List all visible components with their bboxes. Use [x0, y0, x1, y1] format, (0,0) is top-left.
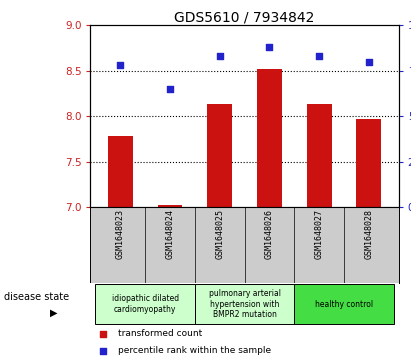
Bar — [257, 69, 282, 207]
Point — [99, 331, 106, 337]
Point — [316, 53, 322, 59]
Bar — [95, 284, 195, 324]
Point — [99, 348, 106, 354]
Text: GSM1648028: GSM1648028 — [364, 209, 373, 259]
Bar — [195, 284, 294, 324]
Text: GSM1648023: GSM1648023 — [116, 209, 125, 259]
Text: ▶: ▶ — [50, 308, 57, 318]
Text: GSM1648024: GSM1648024 — [166, 209, 174, 259]
Point — [167, 86, 173, 92]
Text: GSM1648027: GSM1648027 — [315, 209, 323, 259]
Point — [266, 44, 272, 50]
Bar — [356, 119, 381, 207]
Point — [217, 53, 223, 59]
Point — [117, 62, 124, 68]
Bar — [108, 136, 133, 207]
Text: healthy control: healthy control — [315, 299, 373, 309]
Title: GDS5610 / 7934842: GDS5610 / 7934842 — [174, 10, 315, 24]
Bar — [157, 205, 182, 207]
Point — [365, 59, 372, 65]
Text: pulmonary arterial
hypertension with
BMPR2 mutation: pulmonary arterial hypertension with BMP… — [208, 289, 281, 319]
Text: GSM1648026: GSM1648026 — [265, 209, 274, 259]
Text: disease state: disease state — [4, 292, 69, 302]
Text: GSM1648025: GSM1648025 — [215, 209, 224, 259]
Text: idiopathic dilated
cardiomyopathy: idiopathic dilated cardiomyopathy — [111, 294, 179, 314]
Text: percentile rank within the sample: percentile rank within the sample — [118, 346, 271, 355]
Bar — [294, 284, 394, 324]
Text: transformed count: transformed count — [118, 329, 202, 338]
Bar — [307, 104, 332, 207]
Bar — [207, 104, 232, 207]
